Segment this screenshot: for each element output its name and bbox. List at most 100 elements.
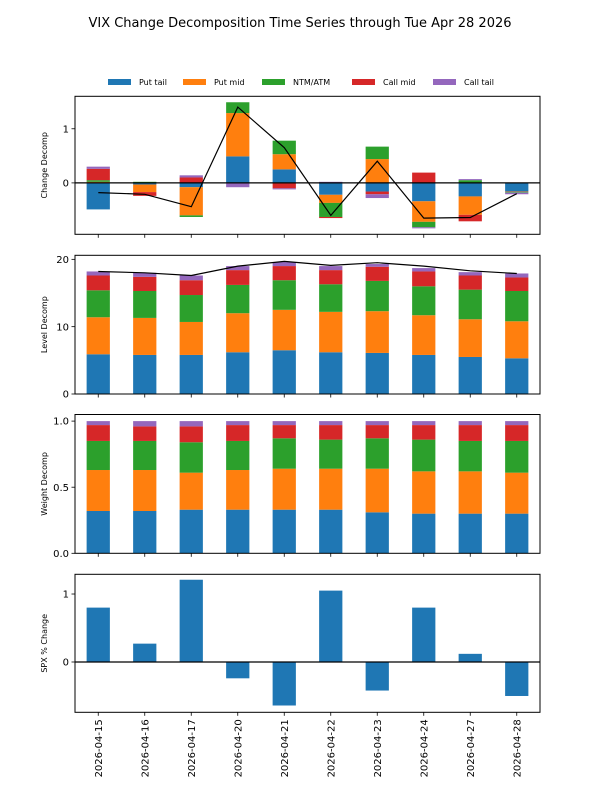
line-series [98,106,518,219]
bar-call-tail-2026-04-21 [272,188,296,190]
bar-put-mid-2026-04-23 [365,468,389,513]
legend-item: NTM/ATM [262,78,330,87]
bar-call-mid-2026-04-17 [179,426,203,443]
bar-call-tail-2026-04-23 [365,264,389,267]
y-tick-label: 0 [63,390,69,401]
bar-spx-change-2026-04-21 [272,661,296,706]
axes-frame [74,573,541,713]
bar-put-mid-2026-04-16 [133,317,157,355]
bar-ntm-atm-2026-04-17 [179,442,203,473]
bar-call-mid-2026-04-16 [133,426,157,441]
bar-put-mid-2026-04-20 [226,470,250,510]
bar-put-tail-2026-04-15 [86,182,110,210]
bar-put-tail-2026-04-23 [365,182,389,192]
bar-spx-change-2026-04-23 [365,661,389,691]
legend-label: NTM/ATM [293,78,330,87]
bar-put-mid-2026-04-27 [458,196,482,215]
bar-put-mid-2026-04-21 [272,468,296,510]
bar-put-mid-2026-04-24 [412,315,436,355]
y-tick-label: 1 [63,590,69,601]
bar-put-tail-2026-04-15 [86,510,110,554]
x-tick-label: 2026-04-23 [373,719,384,777]
bar-ntm-atm-2026-04-28 [505,440,529,473]
bar-put-tail-2026-04-23 [365,512,389,554]
y-tick-label: 0 [63,658,69,669]
bar-call-mid-2026-04-21 [272,266,296,281]
bar-put-tail-2026-04-16 [133,510,157,554]
bar-ntm-atm-2026-04-20 [226,284,250,314]
bar-put-mid-2026-04-16 [133,184,157,193]
bar-ntm-atm-2026-04-27 [458,180,482,183]
bars [86,421,529,554]
bar-spx-change-2026-04-20 [226,661,250,679]
bar-call-mid-2026-04-23 [365,191,389,195]
bar-call-tail-2026-04-21 [272,421,296,426]
bar-put-tail-2026-04-28 [505,513,529,554]
bar-ntm-atm-2026-04-27 [458,289,482,320]
bar-call-tail-2026-04-24 [412,421,436,426]
bar-call-mid-2026-04-15 [86,275,110,291]
bar-put-tail-2026-04-27 [458,356,482,394]
bar-call-tail-2026-04-21 [272,262,296,267]
panel-2: 0 10 20 Level Decomp [40,254,541,401]
bar-call-mid-2026-04-15 [86,425,110,441]
x-tick-label: 2026-04-17 [187,719,198,777]
bar-call-tail-2026-04-22 [319,266,343,271]
bars [86,579,529,706]
x-tick-label: 2026-04-27 [466,719,477,777]
bar-put-mid-2026-04-15 [86,470,110,511]
bar-call-mid-2026-04-22 [319,270,343,285]
bar-put-mid-2026-04-15 [86,317,110,355]
y-tick-label: 1 [63,124,69,135]
bar-ntm-atm-2026-04-15 [86,180,110,182]
bar-call-tail-2026-04-24 [412,268,436,272]
bar-call-mid-2026-04-16 [133,276,157,291]
bar-call-mid-2026-04-23 [365,425,389,439]
bar-ntm-atm-2026-04-17 [179,215,203,217]
bar-call-tail-2026-04-23 [365,421,389,426]
bar-ntm-atm-2026-04-24 [412,221,436,228]
bar-call-mid-2026-04-17 [179,177,203,183]
y-tick-label: 0.0 [53,549,69,560]
chart-title: VIX Change Decomposition Time Series thr… [88,16,511,31]
bar-call-tail-2026-04-20 [226,266,250,271]
legend-swatch [352,79,375,85]
bar-put-mid-2026-04-28 [505,321,529,359]
bar-call-mid-2026-04-24 [412,271,436,287]
bar-put-tail-2026-04-24 [412,513,436,554]
bar-ntm-atm-2026-04-24 [412,286,436,316]
bar-ntm-atm-2026-04-16 [133,440,157,471]
bar-call-mid-2026-04-28 [505,425,529,441]
bar-ntm-atm-2026-04-28 [505,290,529,322]
bar-put-tail-2026-04-22 [319,352,343,394]
bar-ntm-atm-2026-04-20 [226,440,250,471]
bar-put-mid-2026-04-22 [319,194,343,203]
bar-put-mid-2026-04-22 [319,468,343,510]
x-tick-label: 2026-04-16 [140,719,151,777]
bar-put-tail-2026-04-20 [226,156,250,183]
bar-spx-change-2026-04-28 [505,661,529,696]
bar-call-tail-2026-04-22 [319,421,343,426]
bar-call-tail-2026-04-28 [505,421,529,426]
bars [86,102,529,229]
legend-item: Put mid [183,78,245,87]
bar-ntm-atm-2026-04-22 [319,439,343,469]
x-tick-label: 2026-04-22 [326,719,337,777]
bar-put-mid-2026-04-20 [226,113,250,157]
x-tick-label: 2026-04-24 [419,719,430,777]
bar-call-tail-2026-04-15 [86,166,110,169]
y-tick-label: 0 [63,178,69,189]
bar-call-mid-2026-04-20 [226,270,250,285]
bar-put-tail-2026-04-28 [505,358,529,394]
bar-call-tail-2026-04-15 [86,271,110,276]
bar-call-tail-2026-04-17 [179,175,203,178]
bar-put-mid-2026-04-20 [226,313,250,353]
bar-call-tail-2026-04-27 [458,179,482,181]
bar-put-tail-2026-04-21 [272,350,296,394]
bar-call-tail-2026-04-27 [458,421,482,426]
bar-call-mid-2026-04-21 [272,182,296,189]
x-axis-ticks: 2026-04-15 2026-04-16 2026-04-17 2026-04-20… [94,719,524,777]
bar-ntm-atm-2026-04-15 [86,440,110,471]
bar-put-tail-2026-04-17 [179,354,203,394]
